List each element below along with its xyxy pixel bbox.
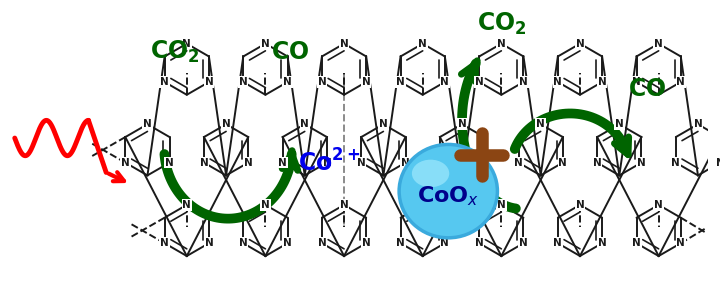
Text: N: N bbox=[182, 39, 191, 49]
Text: $\mathbf{CO}$: $\mathbf{CO}$ bbox=[628, 77, 666, 101]
Text: N: N bbox=[239, 77, 248, 87]
Text: N: N bbox=[161, 238, 169, 248]
Text: N: N bbox=[441, 77, 449, 87]
Text: N: N bbox=[340, 200, 348, 210]
Text: N: N bbox=[401, 158, 410, 168]
Text: N: N bbox=[615, 119, 624, 129]
Text: N: N bbox=[575, 39, 585, 49]
Text: N: N bbox=[598, 77, 606, 87]
Text: N: N bbox=[575, 200, 585, 210]
Text: N: N bbox=[182, 200, 191, 210]
Text: $\mathbf{CoO_{\mathit{x}}}$: $\mathbf{CoO_{\mathit{x}}}$ bbox=[418, 184, 480, 208]
Text: N: N bbox=[637, 158, 646, 168]
Text: N: N bbox=[514, 158, 523, 168]
Text: N: N bbox=[379, 119, 388, 129]
Text: N: N bbox=[283, 238, 292, 248]
Text: N: N bbox=[283, 77, 292, 87]
Text: N: N bbox=[676, 77, 685, 87]
Text: $\mathbf{CO}$: $\mathbf{CO}$ bbox=[271, 40, 309, 64]
Text: N: N bbox=[396, 77, 405, 87]
Ellipse shape bbox=[412, 160, 449, 187]
Text: N: N bbox=[593, 158, 601, 168]
Text: $\mathbf{CO_2}$: $\mathbf{CO_2}$ bbox=[150, 38, 200, 65]
Text: N: N bbox=[318, 238, 326, 248]
Text: N: N bbox=[357, 158, 366, 168]
Ellipse shape bbox=[399, 144, 498, 238]
Text: N: N bbox=[716, 158, 720, 168]
Text: N: N bbox=[418, 200, 427, 210]
Text: N: N bbox=[474, 77, 484, 87]
Text: N: N bbox=[480, 158, 489, 168]
Text: N: N bbox=[121, 158, 130, 168]
Text: N: N bbox=[632, 77, 641, 87]
Text: N: N bbox=[300, 119, 309, 129]
Text: N: N bbox=[559, 158, 567, 168]
Text: N: N bbox=[199, 158, 208, 168]
Text: N: N bbox=[519, 77, 528, 87]
Text: N: N bbox=[362, 238, 371, 248]
Text: N: N bbox=[161, 77, 169, 87]
Text: N: N bbox=[554, 77, 562, 87]
Text: N: N bbox=[204, 77, 213, 87]
Text: N: N bbox=[654, 39, 663, 49]
Text: N: N bbox=[536, 119, 545, 129]
Text: N: N bbox=[474, 238, 484, 248]
Text: N: N bbox=[497, 200, 505, 210]
Text: N: N bbox=[396, 238, 405, 248]
Text: N: N bbox=[318, 77, 326, 87]
Text: N: N bbox=[418, 39, 427, 49]
Text: N: N bbox=[676, 238, 685, 248]
Text: N: N bbox=[519, 238, 528, 248]
Text: $\mathbf{Co^{2+}}$: $\mathbf{Co^{2+}}$ bbox=[298, 149, 361, 176]
Text: N: N bbox=[458, 119, 467, 129]
Text: N: N bbox=[654, 200, 663, 210]
Text: N: N bbox=[323, 158, 331, 168]
Text: N: N bbox=[165, 158, 174, 168]
Text: N: N bbox=[362, 77, 371, 87]
Text: N: N bbox=[261, 200, 270, 210]
Text: N: N bbox=[222, 119, 230, 129]
Text: N: N bbox=[278, 158, 287, 168]
Text: N: N bbox=[632, 238, 641, 248]
Text: N: N bbox=[340, 39, 348, 49]
Text: N: N bbox=[436, 158, 444, 168]
Text: N: N bbox=[672, 158, 680, 168]
Text: N: N bbox=[441, 238, 449, 248]
Text: N: N bbox=[204, 238, 213, 248]
Text: N: N bbox=[693, 119, 702, 129]
Text: N: N bbox=[239, 238, 248, 248]
Text: N: N bbox=[497, 39, 505, 49]
Text: N: N bbox=[554, 238, 562, 248]
Text: N: N bbox=[261, 39, 270, 49]
Text: N: N bbox=[598, 238, 606, 248]
Text: N: N bbox=[244, 158, 253, 168]
Text: N: N bbox=[143, 119, 152, 129]
Text: $\mathbf{CO_2}$: $\mathbf{CO_2}$ bbox=[477, 11, 526, 37]
